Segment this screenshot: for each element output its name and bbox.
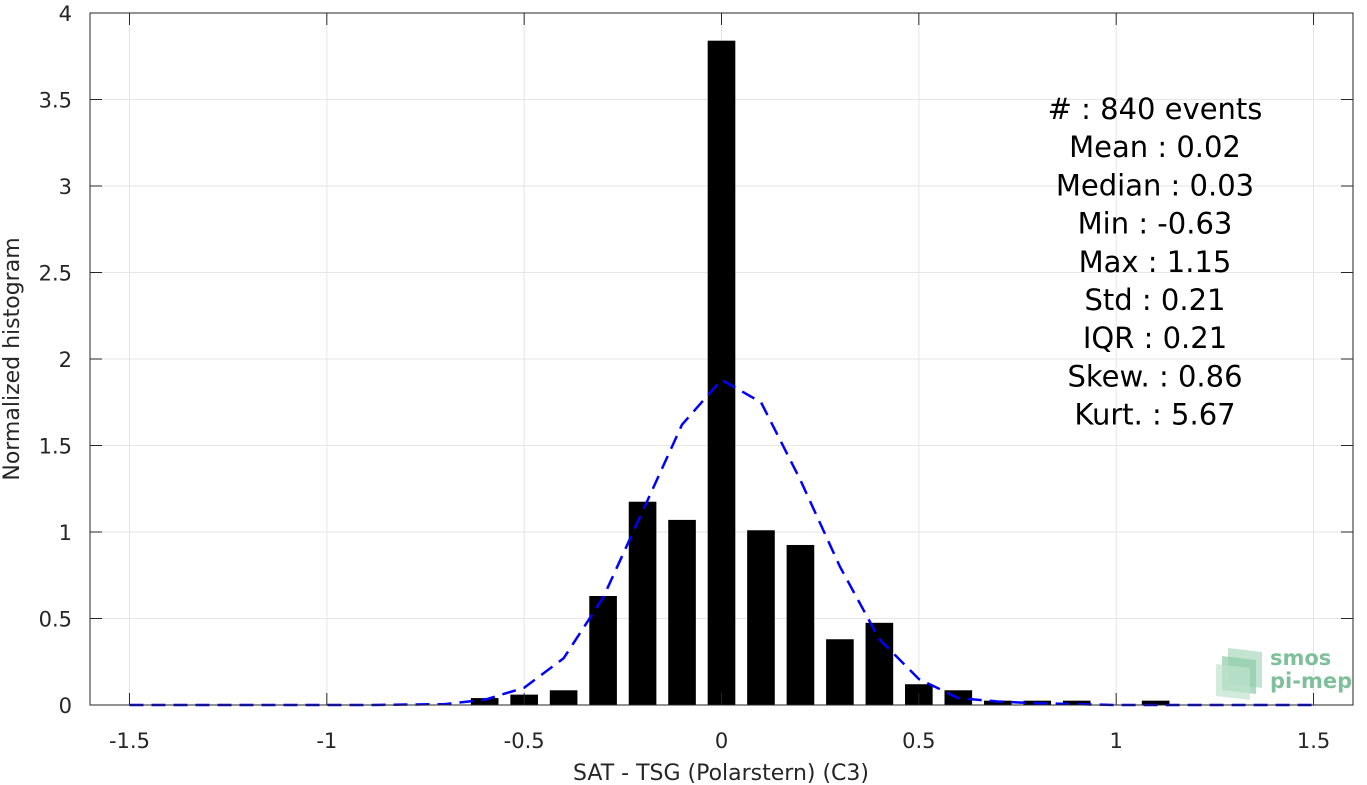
histogram-bar [865, 622, 894, 705]
histogram-bar [628, 501, 657, 705]
histogram-bar [589, 596, 617, 705]
stat-line: Kurt. : 5.67 [1074, 398, 1235, 432]
histogram-bar [826, 639, 854, 705]
histogram-bar [747, 530, 775, 705]
x-axis-label: SAT - TSG (Polarstern) (C3) [573, 761, 869, 785]
y-tick-label: 3.5 [39, 89, 72, 113]
logo-emblem-icon [1216, 648, 1262, 700]
stat-line: Mean : 0.02 [1069, 130, 1241, 164]
histogram-bar [983, 700, 1012, 705]
histogram-bar [1062, 700, 1091, 705]
y-tick-label: 4 [59, 2, 72, 26]
x-tick-label: 0 [715, 729, 728, 753]
y-tick-label: 2.5 [39, 262, 72, 286]
histogram-bar [786, 544, 815, 705]
statistics-box: # : 840 events Mean : 0.02 Median : 0.03 Mi… [1048, 92, 1263, 432]
stat-line: Max : 1.15 [1079, 245, 1232, 279]
logo-text-pi-mep: pi-mep [1270, 669, 1352, 693]
x-tick-label: -0.5 [504, 729, 545, 753]
x-tick-label: 0.5 [902, 729, 935, 753]
stat-line: Min : -0.63 [1078, 207, 1233, 241]
y-tick-label: 1 [59, 521, 72, 545]
x-tick-label: 1.5 [1297, 729, 1330, 753]
stat-line: Skew. : 0.86 [1067, 359, 1242, 393]
y-tick-label: 2 [59, 348, 72, 372]
y-tick-label: 0 [59, 694, 72, 718]
fit-line [129, 378, 1314, 707]
stat-line: # : 840 events [1048, 92, 1263, 126]
histogram-bar [707, 40, 736, 706]
histogram-bar [668, 519, 696, 705]
histogram-bars [470, 40, 1170, 706]
histogram-bar [1141, 700, 1170, 705]
histogram-bar [549, 690, 578, 705]
x-tick-label: -1 [316, 729, 337, 753]
smos-pi-mep-logo: smos pi-mep [1216, 646, 1352, 700]
y-tick-label: 3 [59, 175, 72, 199]
x-axis-ticks: -1.5 -1 -0.5 0 0.5 1 1.5 [109, 13, 1330, 753]
histogram-bar [470, 698, 499, 705]
y-tick-label: 1.5 [39, 435, 72, 459]
x-tick-label: 1 [1110, 729, 1123, 753]
stat-line: Std : 0.21 [1085, 283, 1226, 317]
y-axis-label: Normalized histogram [0, 237, 25, 480]
x-tick-label: -1.5 [109, 729, 150, 753]
stat-line: IQR : 0.21 [1083, 321, 1227, 355]
gaussian-fit [129, 378, 1314, 707]
logo-text-smos: smos [1270, 646, 1331, 670]
y-tick-label: 0.5 [39, 608, 72, 632]
stat-line: Median : 0.03 [1056, 168, 1254, 202]
y-axis-ticks: 0 0.5 1 1.5 2 2.5 3 3.5 4 [39, 2, 1353, 718]
